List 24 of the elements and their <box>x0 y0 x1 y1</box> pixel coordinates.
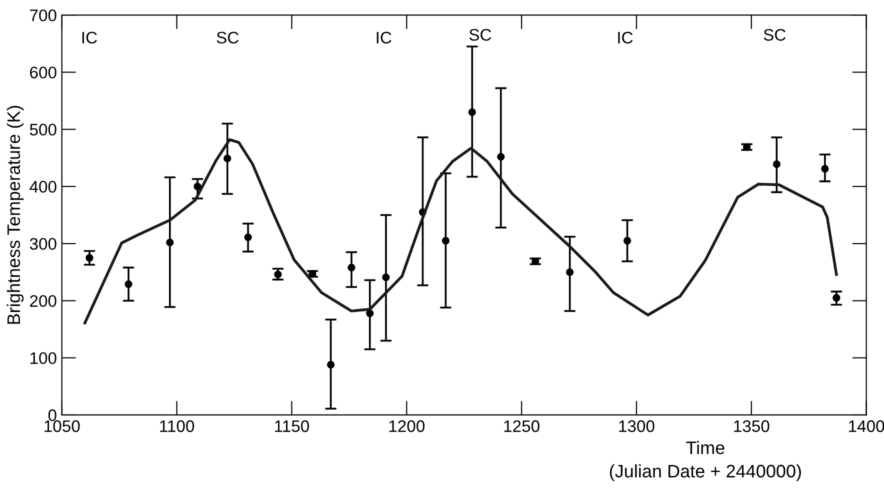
y-tick-label: 400 <box>30 180 56 193</box>
x-tick-label: 1100 <box>160 420 194 432</box>
x-tick-label: 1200 <box>389 420 425 432</box>
y-tick-label: 0 <box>48 409 56 422</box>
x-tick-label: 1350 <box>734 420 770 432</box>
x-tick-label: 1050 <box>44 420 80 432</box>
x-tick-label: 1250 <box>504 420 540 432</box>
y-tick-label: 700 <box>30 9 56 22</box>
x-tick-label: 1300 <box>619 420 654 432</box>
annotation: IC <box>376 32 392 44</box>
y-tick-label: 200 <box>30 295 56 307</box>
y-axis-title: Brightness Temperature (K) <box>6 106 24 324</box>
x-axis-title: Time (Julian Date + 2440000) <box>610 440 801 482</box>
annotation: SC <box>469 28 492 41</box>
y-tick-label: 100 <box>30 352 56 364</box>
annotation: SC <box>764 28 786 41</box>
annotation: IC <box>82 32 97 44</box>
y-tick-label: 600 <box>30 66 56 78</box>
x-tick-label: 1150 <box>275 420 309 432</box>
y-tick-label: 300 <box>30 238 56 250</box>
annotation: SC <box>216 32 239 44</box>
x-tick-label: 1400 <box>849 420 884 432</box>
annotation: IC <box>618 32 633 44</box>
y-tick-label: 500 <box>30 124 56 136</box>
